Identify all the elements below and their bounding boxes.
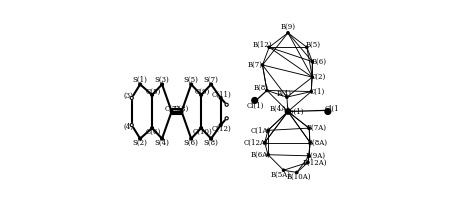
Circle shape [264, 141, 266, 144]
Circle shape [252, 97, 257, 103]
Circle shape [170, 110, 173, 113]
Circle shape [267, 154, 269, 156]
Circle shape [151, 127, 154, 129]
Text: Co(1): Co(1) [285, 107, 304, 116]
Text: B(12A): B(12A) [303, 159, 328, 167]
Text: B(9): B(9) [281, 23, 295, 31]
Text: C(12A): C(12A) [244, 138, 268, 147]
Circle shape [309, 141, 311, 144]
Circle shape [225, 103, 228, 106]
Text: S(5): S(5) [184, 76, 199, 84]
Circle shape [266, 89, 268, 92]
Text: C(9): C(9) [195, 88, 210, 96]
Text: S(1): S(1) [133, 76, 147, 84]
Circle shape [130, 124, 133, 127]
Text: B(7): B(7) [248, 61, 263, 69]
Text: B(4): B(4) [277, 90, 292, 98]
Circle shape [268, 46, 270, 48]
Text: S(4): S(4) [155, 139, 170, 147]
Text: B(10A): B(10A) [287, 173, 311, 181]
Circle shape [285, 109, 291, 114]
Text: C(12): C(12) [211, 125, 231, 133]
Circle shape [200, 127, 202, 129]
Text: C(1): C(1) [310, 88, 325, 95]
Text: S(3): S(3) [155, 76, 169, 84]
Text: S(7): S(7) [204, 76, 219, 84]
Text: (4): (4) [124, 123, 134, 131]
Text: B(6): B(6) [311, 58, 327, 66]
Text: S(2): S(2) [133, 139, 147, 147]
Circle shape [311, 76, 313, 78]
Circle shape [130, 96, 133, 99]
Circle shape [210, 137, 212, 140]
Text: S(8): S(8) [204, 139, 219, 147]
Text: B(7A): B(7A) [306, 124, 326, 132]
Text: C(10): C(10) [193, 128, 213, 136]
Text: B(5A): B(5A) [270, 171, 290, 179]
Text: B(5): B(5) [306, 41, 321, 49]
Circle shape [139, 83, 141, 86]
Text: C(2): C(2) [311, 73, 326, 81]
Circle shape [267, 129, 269, 131]
Text: (3): (3) [124, 92, 134, 100]
Circle shape [261, 64, 264, 66]
Text: C(5): C(5) [146, 88, 161, 96]
Text: C(8): C(8) [174, 104, 189, 112]
Circle shape [190, 137, 192, 140]
Circle shape [306, 46, 308, 48]
Circle shape [287, 110, 289, 113]
Circle shape [219, 97, 222, 99]
Text: B(4A): B(4A) [270, 105, 290, 113]
Circle shape [139, 137, 141, 140]
Circle shape [310, 91, 312, 93]
Text: B(12): B(12) [252, 41, 272, 49]
Circle shape [311, 60, 313, 63]
Circle shape [287, 32, 289, 34]
Text: B(6A): B(6A) [250, 151, 270, 159]
Text: C(1A): C(1A) [250, 126, 270, 134]
Text: C(11): C(11) [211, 91, 231, 99]
Circle shape [219, 124, 222, 126]
Circle shape [200, 94, 202, 96]
Circle shape [308, 155, 310, 157]
Circle shape [286, 96, 288, 98]
Circle shape [283, 169, 285, 171]
Text: C(6): C(6) [146, 128, 161, 136]
Text: B(8): B(8) [253, 84, 268, 92]
Circle shape [210, 83, 212, 86]
Circle shape [190, 83, 192, 86]
Text: Cl(1): Cl(1) [246, 102, 264, 110]
Text: Cl(1: Cl(1 [325, 105, 339, 113]
Text: C(7): C(7) [165, 104, 180, 112]
Text: S(6): S(6) [184, 139, 199, 147]
Text: B(9A): B(9A) [306, 152, 326, 160]
Circle shape [161, 137, 164, 140]
Circle shape [308, 127, 310, 129]
Circle shape [161, 83, 164, 86]
Circle shape [325, 109, 331, 114]
Circle shape [307, 161, 309, 164]
Circle shape [225, 117, 228, 120]
Circle shape [180, 110, 183, 113]
Circle shape [151, 94, 154, 96]
Text: B(8A): B(8A) [308, 138, 328, 147]
Circle shape [296, 171, 298, 173]
